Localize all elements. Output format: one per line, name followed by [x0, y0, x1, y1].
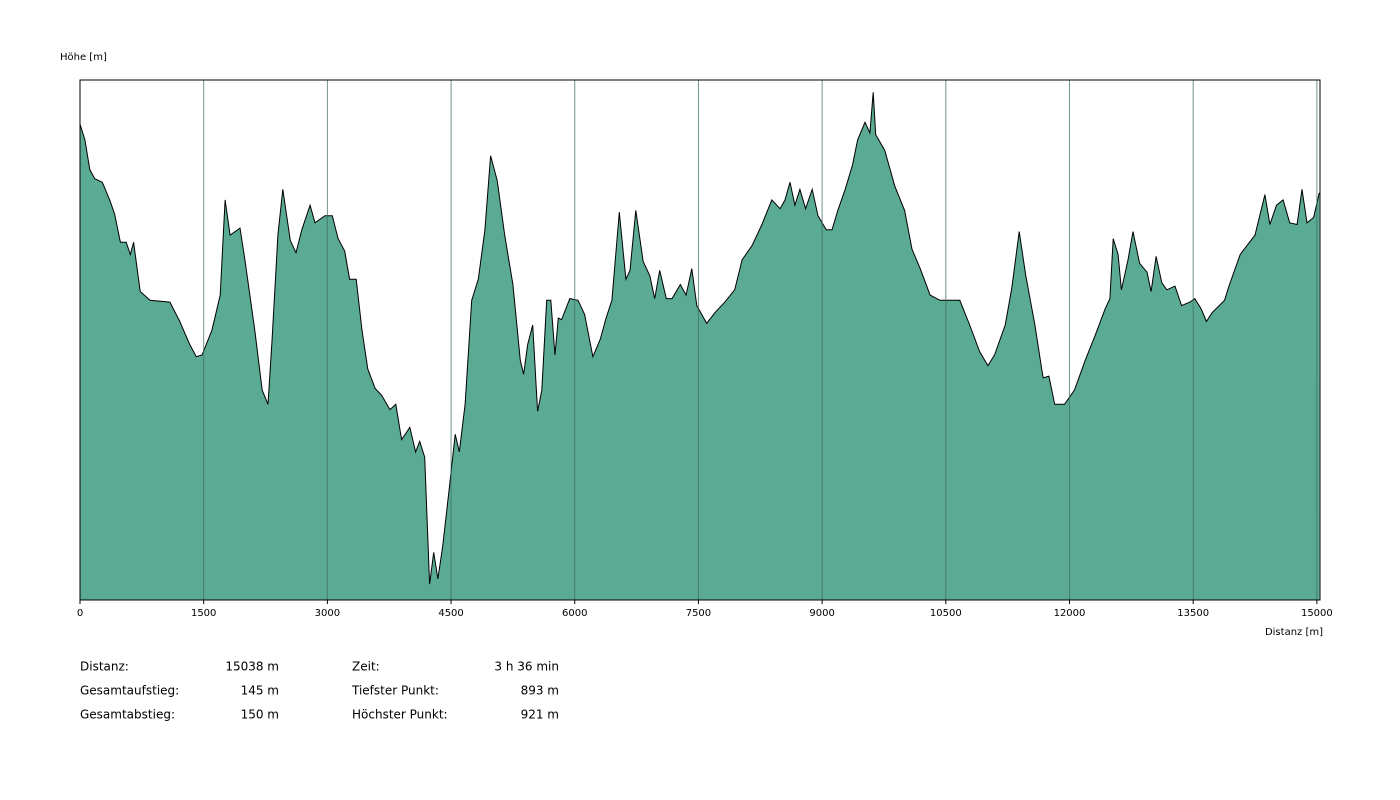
x-tick-label: 9000 — [809, 608, 834, 619]
stat-value: 145 m — [241, 684, 279, 698]
stat-value: 15038 m — [225, 660, 279, 674]
x-tick-label: 13500 — [1177, 608, 1209, 619]
x-tick-label: 10500 — [930, 608, 962, 619]
elevation-area — [80, 92, 1320, 601]
x-tick-label: 7500 — [686, 608, 711, 619]
x-tick-label: 15000 — [1301, 608, 1333, 619]
stat-value: 893 m — [521, 684, 559, 698]
stat-value: 921 m — [521, 708, 559, 722]
x-tick-label: 6000 — [562, 608, 587, 619]
elevation-line — [79, 92, 1320, 585]
stat-value: 3 h 36 min — [494, 660, 559, 674]
stat-value: 150 m — [241, 708, 279, 722]
stat-label: Distanz: — [80, 660, 129, 674]
stat-label: Gesamtaufstieg: — [80, 684, 179, 698]
stat-label: Tiefster Punkt: — [351, 684, 439, 698]
plot-border — [79, 79, 1321, 601]
x-tick-label: 0 — [77, 608, 83, 619]
x-tick-label: 1500 — [191, 608, 216, 619]
x-tick-label: 12000 — [1054, 608, 1086, 619]
x-axis-label: Distanz [m] — [1265, 627, 1323, 638]
stat-label: Zeit: — [352, 660, 380, 674]
x-tick-label: 3000 — [315, 608, 340, 619]
stat-label: Gesamtabstieg: — [80, 708, 175, 722]
x-tick-label: 4500 — [438, 608, 463, 619]
y-axis-label: Höhe [m] — [60, 52, 107, 63]
stat-label: Höchster Punkt: — [352, 708, 448, 722]
